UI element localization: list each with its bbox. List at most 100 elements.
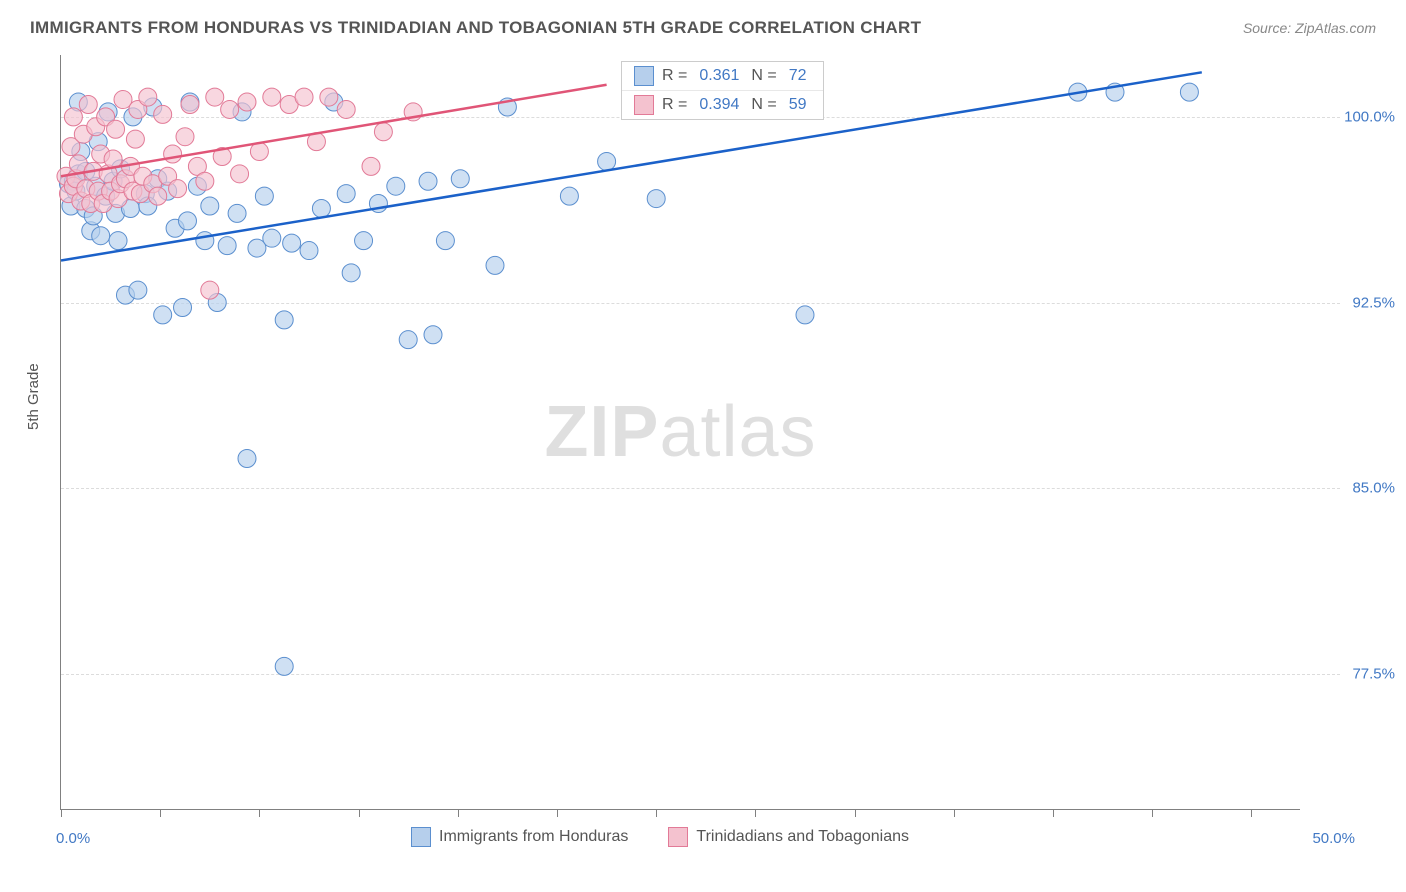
bottom-legend-swatch-series2 <box>668 827 688 847</box>
legend-r-label: R = <box>662 67 687 85</box>
legend-n-label: N = <box>751 67 776 85</box>
data-point <box>164 145 182 163</box>
data-point <box>796 306 814 324</box>
legend-row-series2: R = 0.394 N = 59 <box>622 90 823 119</box>
data-point <box>129 281 147 299</box>
data-point <box>196 172 214 190</box>
data-point <box>451 170 469 188</box>
data-point <box>486 256 504 274</box>
x-tick-mark <box>1152 809 1153 817</box>
bottom-legend-item-series2: Trinidadians and Tobagonians <box>668 827 909 847</box>
x-tick-mark <box>61 809 62 817</box>
data-point <box>181 96 199 114</box>
data-point <box>238 93 256 111</box>
data-point <box>300 242 318 260</box>
data-point <box>424 326 442 344</box>
data-point <box>275 311 293 329</box>
legend-n-value-series2: 59 <box>785 96 811 114</box>
data-point <box>387 177 405 195</box>
y-tick-label: 92.5% <box>1340 294 1395 311</box>
data-point <box>295 88 313 106</box>
data-point <box>374 123 392 141</box>
bottom-legend-swatch-series1 <box>411 827 431 847</box>
chart-title: IMMIGRANTS FROM HONDURAS VS TRINIDADIAN … <box>30 18 921 38</box>
data-point <box>174 298 192 316</box>
data-point <box>263 229 281 247</box>
plot-area: ZIPatlas R = 0.361 N = 72 R = 0.394 N = … <box>60 55 1300 810</box>
bottom-legend: Immigrants from Honduras Trinidadians an… <box>411 827 909 847</box>
data-point <box>342 264 360 282</box>
legend-row-series1: R = 0.361 N = 72 <box>622 62 823 90</box>
title-bar: IMMIGRANTS FROM HONDURAS VS TRINIDADIAN … <box>30 18 1376 38</box>
y-tick-label: 85.0% <box>1340 480 1395 497</box>
data-point <box>560 187 578 205</box>
data-point <box>647 190 665 208</box>
legend-swatch-series1 <box>634 66 654 86</box>
legend-swatch-series2 <box>634 95 654 115</box>
bottom-legend-label-series1: Immigrants from Honduras <box>439 828 628 846</box>
data-point <box>154 105 172 123</box>
x-axis-min-label: 0.0% <box>56 830 90 847</box>
data-point <box>201 281 219 299</box>
data-point <box>64 108 82 126</box>
legend-r-label: R = <box>662 96 687 114</box>
data-point <box>79 96 97 114</box>
x-tick-mark <box>755 809 756 817</box>
data-point <box>419 172 437 190</box>
data-point <box>275 657 293 675</box>
x-axis-max-label: 50.0% <box>1312 830 1355 847</box>
data-point <box>201 197 219 215</box>
scatter-svg <box>61 55 1300 809</box>
data-point <box>231 165 249 183</box>
data-point <box>355 232 373 250</box>
data-point <box>1180 83 1198 101</box>
data-point <box>206 88 224 106</box>
data-point <box>107 120 125 138</box>
data-point <box>139 88 157 106</box>
data-point <box>178 212 196 230</box>
data-point <box>92 227 110 245</box>
correlation-legend: R = 0.361 N = 72 R = 0.394 N = 59 <box>621 61 824 120</box>
x-tick-mark <box>1251 809 1252 817</box>
legend-r-value-series2: 0.394 <box>695 96 743 114</box>
data-point <box>218 237 236 255</box>
data-point <box>238 449 256 467</box>
x-tick-mark <box>458 809 459 817</box>
data-point <box>337 100 355 118</box>
data-point <box>109 232 127 250</box>
y-tick-label: 77.5% <box>1340 665 1395 682</box>
data-point <box>255 187 273 205</box>
bottom-legend-item-series1: Immigrants from Honduras <box>411 827 628 847</box>
data-point <box>312 199 330 217</box>
data-point <box>337 185 355 203</box>
legend-n-value-series1: 72 <box>785 67 811 85</box>
data-point <box>221 100 239 118</box>
data-point <box>149 187 167 205</box>
x-tick-mark <box>855 809 856 817</box>
x-tick-mark <box>259 809 260 817</box>
bottom-legend-label-series2: Trinidadians and Tobagonians <box>696 828 909 846</box>
y-tick-label: 100.0% <box>1340 108 1395 125</box>
data-point <box>196 232 214 250</box>
data-point <box>176 128 194 146</box>
x-tick-mark <box>557 809 558 817</box>
y-axis-label: 5th Grade <box>25 363 42 430</box>
data-point <box>399 331 417 349</box>
data-point <box>320 88 338 106</box>
x-tick-mark <box>954 809 955 817</box>
x-tick-mark <box>656 809 657 817</box>
data-point <box>283 234 301 252</box>
x-tick-mark <box>160 809 161 817</box>
data-point <box>169 180 187 198</box>
data-point <box>362 157 380 175</box>
data-point <box>436 232 454 250</box>
data-point <box>126 130 144 148</box>
legend-n-label: N = <box>751 96 776 114</box>
data-point <box>598 152 616 170</box>
x-tick-mark <box>359 809 360 817</box>
data-point <box>263 88 281 106</box>
chart-source: Source: ZipAtlas.com <box>1243 20 1376 36</box>
x-tick-mark <box>1053 809 1054 817</box>
legend-r-value-series1: 0.361 <box>695 67 743 85</box>
data-point <box>228 204 246 222</box>
